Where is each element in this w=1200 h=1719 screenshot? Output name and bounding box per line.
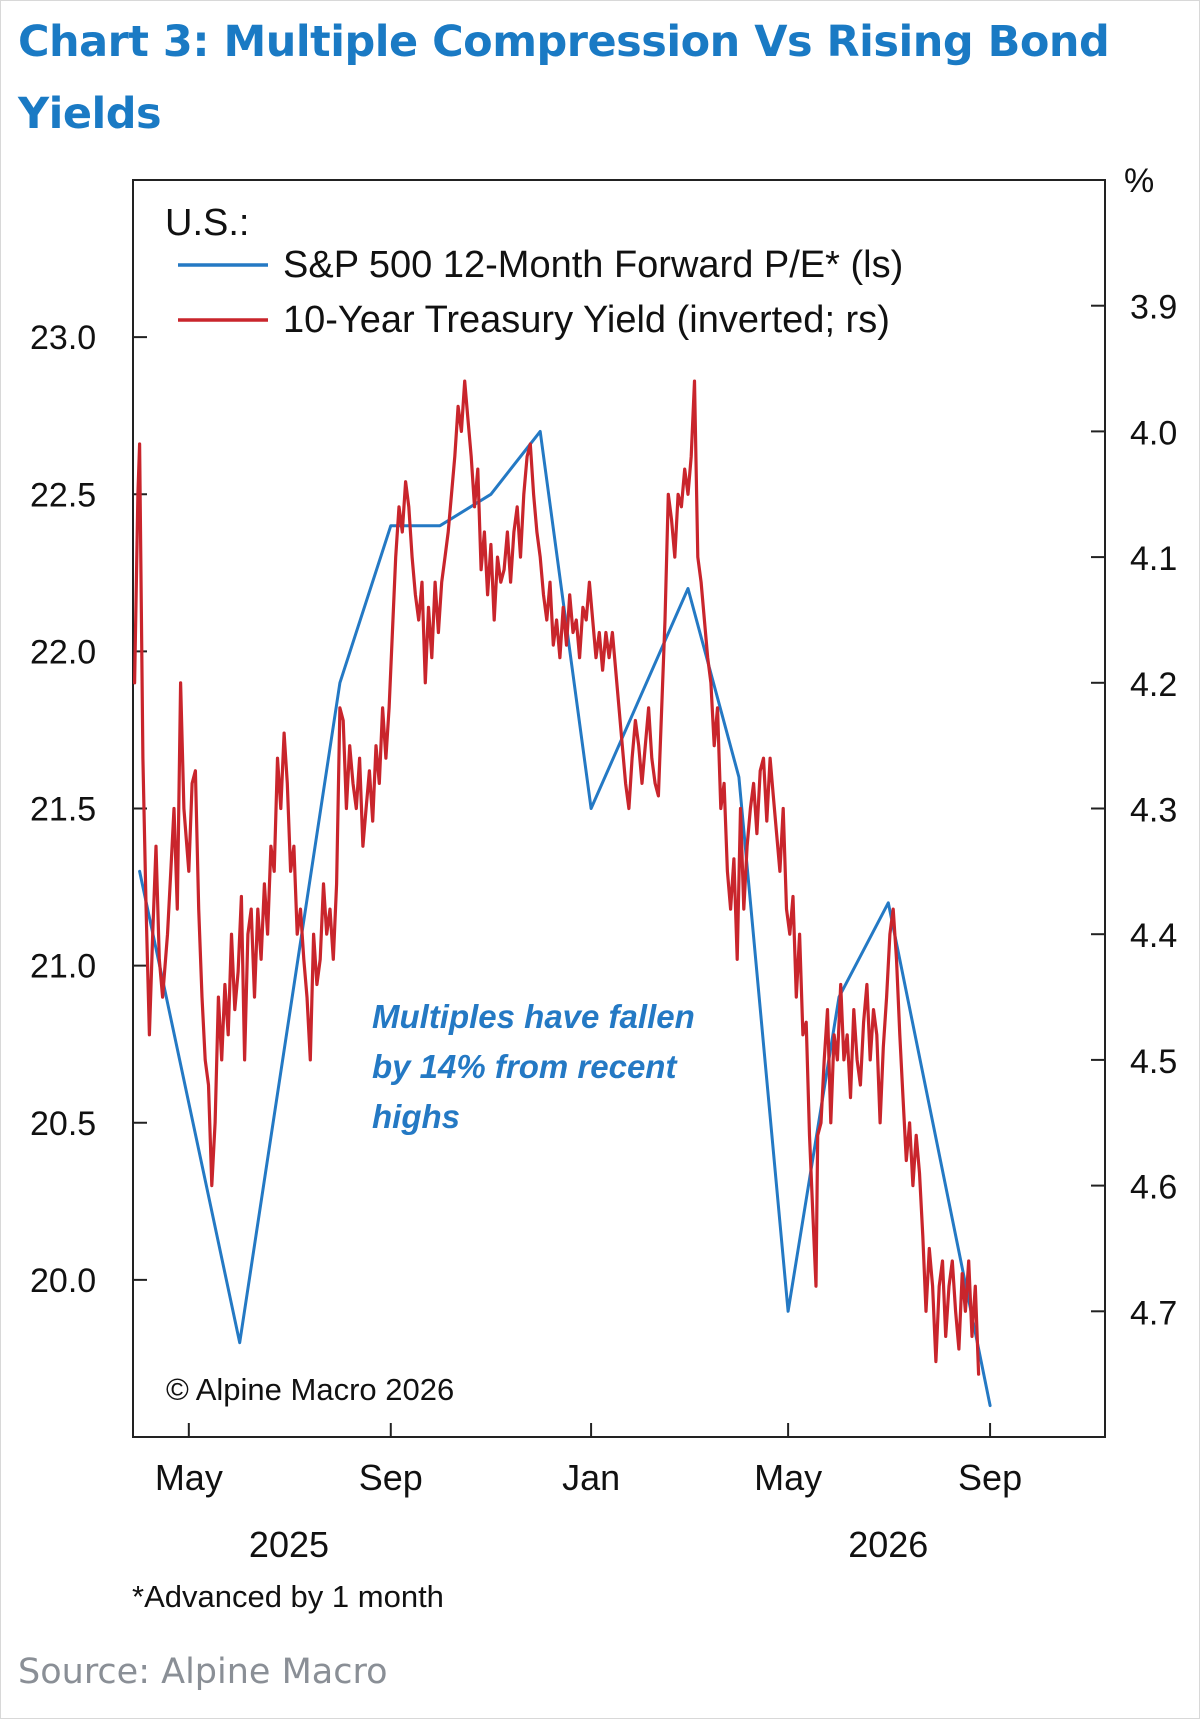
right-axis-tick-label: 4.6 <box>1130 1169 1177 1207</box>
series-layer <box>133 379 992 1408</box>
footnote-text: *Advanced by 1 month <box>132 1579 444 1614</box>
annotation-text: highs <box>372 1098 460 1135</box>
left-axis-tick-label: 21.5 <box>30 791 96 829</box>
x-axis-month-label: Sep <box>359 1457 423 1498</box>
right-axis-tick-label: 4.3 <box>1130 792 1177 830</box>
left-axis-tick-label: 22.5 <box>30 476 96 514</box>
treasury-yield-line <box>133 379 981 1376</box>
x-axis-month-label: Jan <box>562 1457 620 1498</box>
axis-ticks <box>133 304 1105 1437</box>
legend-label: 10-Year Treasury Yield (inverted; rs) <box>283 299 890 341</box>
right-axis-tick-label: 4.7 <box>1130 1294 1177 1332</box>
x-axis-month-label: May <box>754 1457 822 1498</box>
left-axis-tick-label: 20.0 <box>30 1262 96 1300</box>
right-axis-tick-label: 3.9 <box>1130 289 1177 327</box>
x-axis-year-label: 2026 <box>848 1524 928 1565</box>
right-axis-tick-label: 4.2 <box>1130 666 1177 704</box>
x-axis-month-label: Sep <box>958 1457 1022 1498</box>
left-axis-tick-label: 23.0 <box>30 319 96 357</box>
legend-label: S&P 500 12-Month Forward P/E* (ls) <box>283 244 903 286</box>
left-axis-tick-label: 21.0 <box>30 948 96 986</box>
left-axis-tick-label: 20.5 <box>30 1105 96 1143</box>
right-axis-tick-label: 4.4 <box>1130 917 1177 955</box>
text-layer: 20.0 20.5 21.0 21.5 22.0 22.5 23.0 3.9 4.0 4.1 4.2… <box>30 162 1177 1614</box>
x-axis-month-label: May <box>155 1457 223 1498</box>
annotation-text: Multiples have fallen <box>372 998 695 1035</box>
annotation-text: by 14% from recent <box>372 1048 678 1085</box>
right-axis-tick-label: 4.1 <box>1130 540 1177 578</box>
source-note: Source: Alpine Macro <box>18 1652 388 1692</box>
right-axis-tick-label: 4.5 <box>1130 1043 1177 1081</box>
left-axis-tick-label: 22.0 <box>30 633 96 671</box>
chart-title: Chart 3: Multiple Compression Vs Rising … <box>18 17 1110 139</box>
right-axis-unit-label: % <box>1124 162 1154 200</box>
copyright-text: © Alpine Macro 2026 <box>166 1372 454 1407</box>
right-axis-tick-label: 4.0 <box>1130 414 1177 452</box>
panel-label: U.S.: <box>165 202 249 244</box>
x-axis-year-label: 2025 <box>249 1524 329 1565</box>
